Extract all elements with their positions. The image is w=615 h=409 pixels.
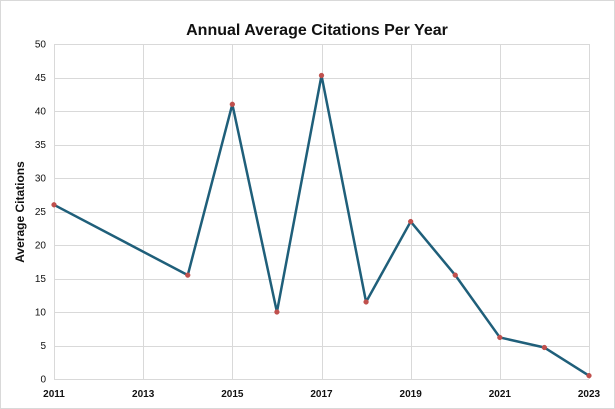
x-tick-label: 2011	[43, 389, 65, 400]
y-tick-label: 10	[35, 308, 47, 319]
data-point	[408, 218, 414, 225]
y-axis-ticks: 0 5 10 15 20 25 30 35 40 45 50	[35, 40, 47, 386]
data-point	[497, 334, 503, 341]
y-tick-label: 50	[35, 40, 47, 51]
data-point	[185, 272, 191, 278]
x-tick-label: 2017	[310, 389, 333, 400]
x-axis-ticks: 2011 2013 2015 2017 2019 2021 2023	[43, 389, 600, 400]
y-tick-label: 35	[35, 140, 47, 151]
y-tick-label: 45	[35, 73, 47, 84]
y-tick-label: 5	[40, 341, 46, 352]
y-tick-label: 25	[35, 207, 47, 218]
x-tick-label: 2013	[132, 389, 155, 400]
y-tick-label: 40	[35, 107, 47, 118]
y-axis-title: Average Citations	[13, 161, 27, 263]
data-point	[586, 373, 592, 379]
y-tick-label: 20	[35, 241, 47, 252]
x-tick-label: 2023	[578, 389, 601, 400]
data-point	[229, 101, 235, 107]
data-point	[363, 299, 369, 305]
y-tick-label: 30	[35, 174, 47, 185]
series-lines	[52, 74, 591, 377]
data-point	[51, 202, 57, 208]
y-tick-label: 15	[35, 274, 47, 285]
series-line	[52, 74, 591, 377]
chart-title: Annual Average Citations Per Year	[186, 22, 448, 39]
data-point	[452, 272, 458, 278]
series-markers	[51, 72, 592, 379]
gridlines	[54, 44, 590, 380]
x-tick-label: 2015	[221, 389, 244, 400]
data-point	[274, 309, 280, 315]
x-tick-label: 2019	[400, 389, 423, 400]
y-tick-label: 0	[40, 375, 46, 386]
data-point	[318, 72, 325, 79]
x-tick-label: 2021	[489, 389, 512, 400]
data-point	[541, 344, 548, 351]
